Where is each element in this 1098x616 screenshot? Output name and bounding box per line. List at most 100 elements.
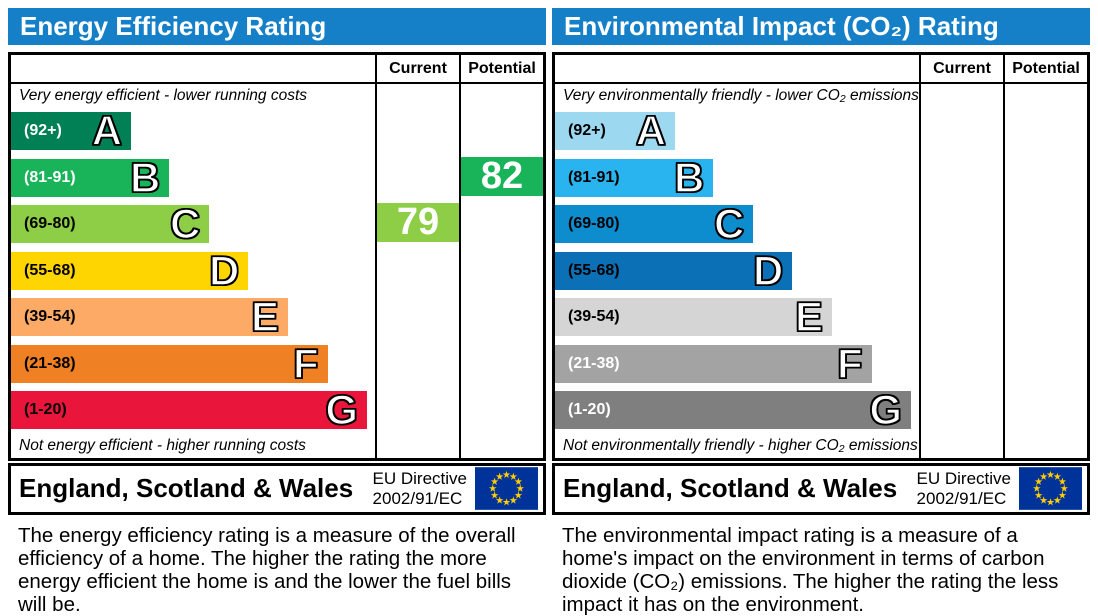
chart-body: Very environmentally friendly - lower CO… <box>555 84 1087 458</box>
top-caption: Very environmentally friendly - lower CO… <box>563 87 919 104</box>
band-row-b: (81-91) B <box>11 155 375 202</box>
footer-bar: England, Scotland & Wales EU Directive 2… <box>552 462 1090 515</box>
rating-scale: Very energy efficient - lower running co… <box>11 84 375 458</box>
bottom-caption: Not energy efficient - higher running co… <box>19 436 306 454</box>
band-row-g: (1-20) G <box>11 387 375 434</box>
eu-flag-icon <box>1019 467 1082 510</box>
band-bar-f: (21-38) F <box>555 339 872 387</box>
band-letter: C <box>169 200 201 248</box>
band-bar-b: (81-91) B <box>555 153 714 201</box>
band-letter: F <box>836 339 863 387</box>
band-range-label: (39-54) <box>568 308 620 326</box>
potential-column-header: Potential <box>1003 55 1087 82</box>
band-row-c: (69-80) C <box>555 201 919 248</box>
current-column <box>919 84 1003 458</box>
top-caption: Very energy efficient - lower running co… <box>19 87 308 104</box>
band-bar-e: (39-54) E <box>555 293 832 341</box>
band-bar-d: (55-68) D <box>555 246 793 294</box>
band-letter: F <box>292 339 319 387</box>
eu-directive-line2: 2002/91/EC <box>372 488 463 508</box>
band-range-label: (81-91) <box>24 168 76 186</box>
potential-column: 82 <box>459 84 543 458</box>
environmental-impact-chart: Current Potential Very environmentally f… <box>552 52 1090 461</box>
band-letter: A <box>635 107 667 155</box>
band-row-d: (55-68) D <box>555 248 919 295</box>
bands: (92+) A (81-91) B (69-80) C (55-68) D (39-54) E (2… <box>11 108 375 434</box>
band-bar-e: (39-54) E <box>11 293 288 341</box>
band-bar-c: (69-80) C <box>555 200 754 248</box>
potential-rating-indicator: 82 <box>461 155 543 197</box>
band-row-g: (1-20) G <box>555 387 919 434</box>
band-row-b: (81-91) B <box>555 155 919 202</box>
chart-body: Very energy efficient - lower running co… <box>11 84 543 458</box>
column-header-row: Current Potential <box>11 55 543 84</box>
band-bar-a: (92+) A <box>11 107 132 155</box>
energy-efficiency-description: The energy efficiency rating is a measur… <box>18 523 516 616</box>
current-rating-indicator: 79 <box>377 201 459 243</box>
band-range-label: (69-80) <box>24 215 76 233</box>
band-letter: B <box>129 153 161 201</box>
band-row-c: (69-80) C <box>11 201 375 248</box>
band-bar-d: (55-68) D <box>11 246 249 294</box>
energy-efficiency-panel: Energy Efficiency Rating Current Potenti… <box>8 8 546 616</box>
band-letter: G <box>869 386 903 434</box>
band-row-a: (92+) A <box>11 108 375 155</box>
band-row-e: (39-54) E <box>555 294 919 341</box>
eu-flag-icon <box>475 467 538 510</box>
column-header-row: Current Potential <box>555 55 1087 84</box>
band-bar-g: (1-20) G <box>555 386 911 434</box>
band-range-label: (81-91) <box>568 168 620 186</box>
band-letter: E <box>250 293 280 341</box>
eu-directive-line1: EU Directive <box>916 468 1011 488</box>
eu-directive-line2: 2002/91/EC <box>916 488 1007 508</box>
eu-directive-label: EU Directive 2002/91/EC <box>373 469 467 508</box>
band-range-label: (1-20) <box>24 401 67 419</box>
band-bar-b: (81-91) B <box>11 153 170 201</box>
header-spacer <box>11 55 375 82</box>
eu-directive-line1: EU Directive <box>372 468 467 488</box>
band-range-label: (92+) <box>24 122 62 140</box>
bands: (92+) A (81-91) B (69-80) C (55-68) D (39-54) E (2… <box>555 108 919 434</box>
band-row-f: (21-38) F <box>11 341 375 388</box>
energy-efficiency-chart: Current Potential Very energy efficient … <box>8 52 546 461</box>
band-range-label: (92+) <box>568 122 606 140</box>
header-spacer <box>555 55 919 82</box>
current-column-header: Current <box>919 55 1003 82</box>
region-label: England, Scotland & Wales <box>563 473 898 503</box>
band-row-e: (39-54) E <box>11 294 375 341</box>
band-range-label: (55-68) <box>24 261 76 279</box>
band-row-d: (55-68) D <box>11 248 375 295</box>
current-column-header: Current <box>375 55 459 82</box>
band-range-label: (69-80) <box>568 215 620 233</box>
band-range-label: (1-20) <box>568 401 611 419</box>
energy-efficiency-title: Energy Efficiency Rating <box>8 8 546 45</box>
band-letter: E <box>794 293 824 341</box>
region-label: England, Scotland & Wales <box>19 473 354 503</box>
band-letter: A <box>91 107 123 155</box>
band-bar-g: (1-20) G <box>11 386 367 434</box>
environmental-impact-title: Environmental Impact (CO₂) Rating <box>552 8 1090 45</box>
band-row-f: (21-38) F <box>555 341 919 388</box>
eu-directive-label: EU Directive 2002/91/EC <box>917 469 1011 508</box>
band-letter: D <box>208 246 240 294</box>
band-range-label: (21-38) <box>24 354 76 372</box>
band-row-a: (92+) A <box>555 108 919 155</box>
band-range-label: (55-68) <box>568 261 620 279</box>
band-letter: B <box>673 153 705 201</box>
current-column: 79 <box>375 84 459 458</box>
bottom-caption: Not environmentally friendly - higher CO… <box>563 436 918 454</box>
band-letter: G <box>325 386 359 434</box>
band-bar-f: (21-38) F <box>11 339 328 387</box>
band-bar-c: (69-80) C <box>11 200 210 248</box>
band-range-label: (39-54) <box>24 308 76 326</box>
rating-scale: Very environmentally friendly - lower CO… <box>555 84 919 458</box>
band-letter: C <box>713 200 745 248</box>
environmental-impact-description: The environmental impact rating is a mea… <box>562 523 1059 616</box>
potential-column <box>1003 84 1087 458</box>
band-letter: D <box>752 246 784 294</box>
band-bar-a: (92+) A <box>555 107 676 155</box>
environmental-impact-panel: Environmental Impact (CO₂) Rating Curren… <box>552 8 1090 616</box>
band-range-label: (21-38) <box>568 354 620 372</box>
footer-bar: England, Scotland & Wales EU Directive 2… <box>8 462 546 515</box>
